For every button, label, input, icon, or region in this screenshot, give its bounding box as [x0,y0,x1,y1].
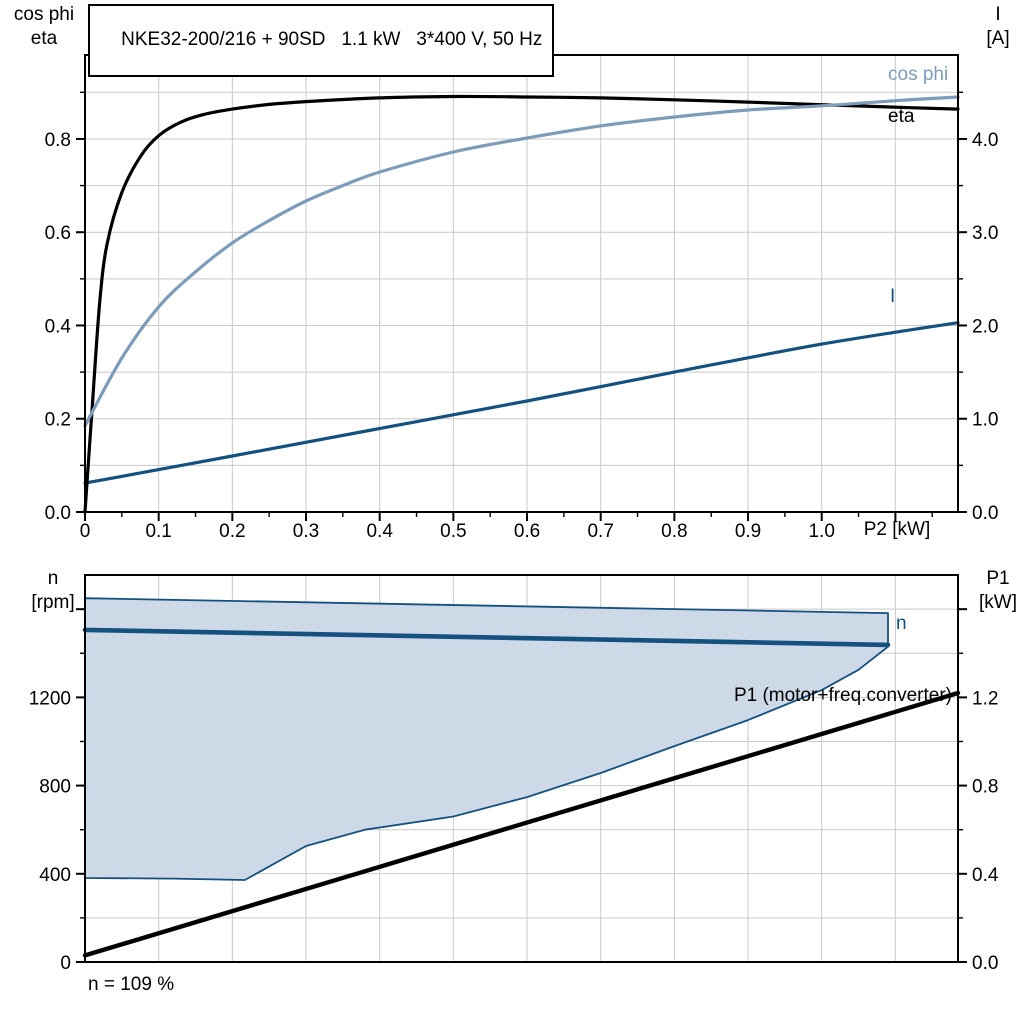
bottom-chart: 0 400 800 1200 0.0 0.4 0.8 1.2 [29,574,999,974]
y-left-tick-label: 0 [60,953,71,974]
x-tick-label: 0.6 [514,521,540,542]
top-grid [85,55,958,512]
axis-title-speed: n [47,568,59,589]
curve-label-p1-motor-freq-converter: P1 (motor+freq.converter) [733,685,952,706]
y-right-tick-label: 2.0 [972,316,998,337]
curve-cos-phi [83,95,960,428]
y-right-tick-label: 0.8 [972,777,998,798]
y-right-tick-label: 4.0 [972,130,998,151]
bottom-left-axis-title: n [rpm] [20,567,86,615]
x-tick-label: 0.4 [366,521,393,542]
y-left-tick-label: 0.4 [45,316,72,337]
curve-label-cos-phi: cos phi [888,64,949,85]
axis-title-current-unit: [A] [986,28,1010,49]
bottom-frame [84,574,959,963]
y-right-tick-label: 0.0 [972,503,998,524]
x-tick-label: 0.3 [293,521,319,542]
chart-title: NKE32-200/216 + 90SD 1.1 kW 3*400 V, 50 … [121,29,543,50]
curve-label-current: I [890,286,896,307]
chart-title-box: NKE32-200/216 + 90SD 1.1 kW 3*400 V, 50 … [88,4,555,77]
y-left-tick-label: 0.6 [45,223,71,244]
y-left-tick-label: 800 [39,777,71,798]
curve-label-speed: n [896,613,907,634]
x-tick-label: 0.1 [145,521,171,542]
axis-title-current: I [995,4,1001,25]
top-frame [84,54,959,513]
y-left-tick-label: 0.2 [45,410,71,431]
speed-band [84,597,889,881]
y-right-tick-label: 3.0 [972,223,998,244]
y-left-tick-label: 0.0 [45,503,71,524]
curve-i [83,321,960,485]
axis-title-cos-phi: cos phi [13,4,75,25]
top-tick-labels: 0.0 0.2 0.4 0.6 0.8 0.0 1.0 2.0 3.0 4.0 0 0.1 0.2 0.3… [45,130,999,542]
x-axis-title: P2 [kW] [863,519,931,540]
axis-title-p1: P1 [986,568,1010,589]
x-tick-label: 0.2 [219,521,245,542]
curve-label-eta: eta [888,106,915,127]
y-left-tick-label: 1200 [29,688,71,709]
axis-title-p1-unit: [kW] [979,592,1017,613]
axis-title-eta: eta [30,28,58,49]
top-left-axis-title: cos phi eta [6,3,82,51]
top-right-axis-title: I [A] [972,3,1024,51]
curve-p1-motor-freq-converter- [82,690,961,958]
y-right-tick-label: 1.0 [972,410,998,431]
y-left-tick-label: 0.8 [45,130,71,151]
bottom-tick-labels: 0 400 800 1200 0.0 0.4 0.8 1.2 [29,688,999,974]
y-right-tick-label: 0.0 [972,953,998,974]
x-tick-label: 1.0 [808,521,834,542]
x-tick-label: 0 [80,521,91,542]
curve-eta [83,94,960,514]
x-tick-label: 0.7 [587,521,613,542]
x-tick-label: 0.9 [735,521,761,542]
y-right-tick-label: 0.4 [972,865,999,886]
bottom-right-axis-title: P1 [kW] [970,567,1024,615]
top-ticks [76,91,967,521]
axis-title-speed-unit: [rpm] [31,592,75,613]
x-tick-label: 0.5 [440,521,466,542]
curve-n [82,627,891,648]
top-chart: 0.0 0.2 0.4 0.6 0.8 0.0 1.0 2.0 3.0 4.0 0 0.1 0.2 0.3… [45,54,999,542]
speed-annotation: n = 109 % [88,974,175,995]
bottom-ticks [76,608,967,963]
y-right-tick-label: 1.2 [972,688,998,709]
y-left-tick-label: 400 [39,865,71,886]
x-tick-label: 0.8 [661,521,687,542]
